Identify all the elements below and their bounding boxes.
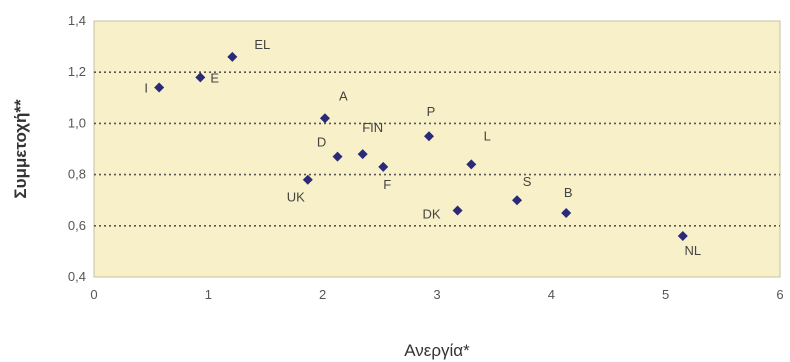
y-tick-label: 0,8 bbox=[68, 167, 86, 182]
data-point-a bbox=[319, 113, 330, 124]
data-point-b bbox=[561, 208, 572, 218]
data-points bbox=[154, 51, 688, 242]
y-tick-label: 1,2 bbox=[68, 64, 86, 79]
plot-area bbox=[93, 20, 781, 278]
data-point-i bbox=[154, 82, 165, 93]
point-label-f: F bbox=[383, 177, 391, 192]
point-label-l: L bbox=[484, 128, 491, 143]
y-tick-label: 1,0 bbox=[68, 115, 86, 130]
point-label-s: S bbox=[523, 174, 532, 189]
point-label-a: A bbox=[339, 88, 348, 103]
point-label-d: D bbox=[317, 135, 326, 150]
data-point-uk bbox=[302, 174, 313, 185]
x-tick-label: 0 bbox=[90, 287, 97, 302]
data-point-nl bbox=[677, 231, 688, 242]
data-point-l bbox=[466, 159, 477, 170]
x-tick-label: 2 bbox=[319, 287, 326, 302]
data-point-dk bbox=[452, 205, 463, 216]
point-label-uk: UK bbox=[287, 190, 305, 205]
point-label-i: I bbox=[144, 81, 148, 96]
point-label-e: E bbox=[210, 70, 219, 85]
y-tick-label: 0,4 bbox=[68, 269, 86, 284]
point-label-p: P bbox=[427, 104, 436, 119]
x-tick-label: 3 bbox=[433, 287, 440, 302]
x-tick-label: 5 bbox=[662, 287, 669, 302]
y-tick-labels: 0,4 0,6 0,8 1,0 1,2 1,4 bbox=[68, 13, 86, 284]
point-label-b: B bbox=[564, 185, 573, 200]
y-axis-title: Συμμετοχή** bbox=[11, 99, 30, 199]
point-label-dk: DK bbox=[423, 206, 441, 221]
point-label-nl: NL bbox=[685, 243, 702, 258]
grid-lines bbox=[94, 71, 780, 227]
data-point-s bbox=[512, 195, 523, 206]
data-point-e bbox=[195, 72, 206, 83]
data-point-f bbox=[378, 161, 389, 172]
x-tick-label: 6 bbox=[776, 287, 783, 302]
x-tick-label: 1 bbox=[205, 287, 212, 302]
data-point-d bbox=[332, 151, 343, 162]
x-tick-label: 4 bbox=[548, 287, 555, 302]
data-point-el bbox=[227, 51, 238, 62]
point-label-el: EL bbox=[254, 37, 270, 52]
data-point-fin bbox=[357, 149, 368, 160]
y-tick-label: 1,4 bbox=[68, 13, 86, 28]
point-labels: I E EL A D FIN F UK P L DK S B NL bbox=[144, 37, 701, 258]
x-axis-title: Ανεργία* bbox=[404, 341, 470, 360]
point-label-fin: FIN bbox=[362, 120, 383, 135]
data-point-p bbox=[423, 131, 434, 142]
x-tick-labels: 0 1 2 3 4 5 6 bbox=[90, 287, 783, 302]
y-tick-label: 0,6 bbox=[68, 218, 86, 233]
